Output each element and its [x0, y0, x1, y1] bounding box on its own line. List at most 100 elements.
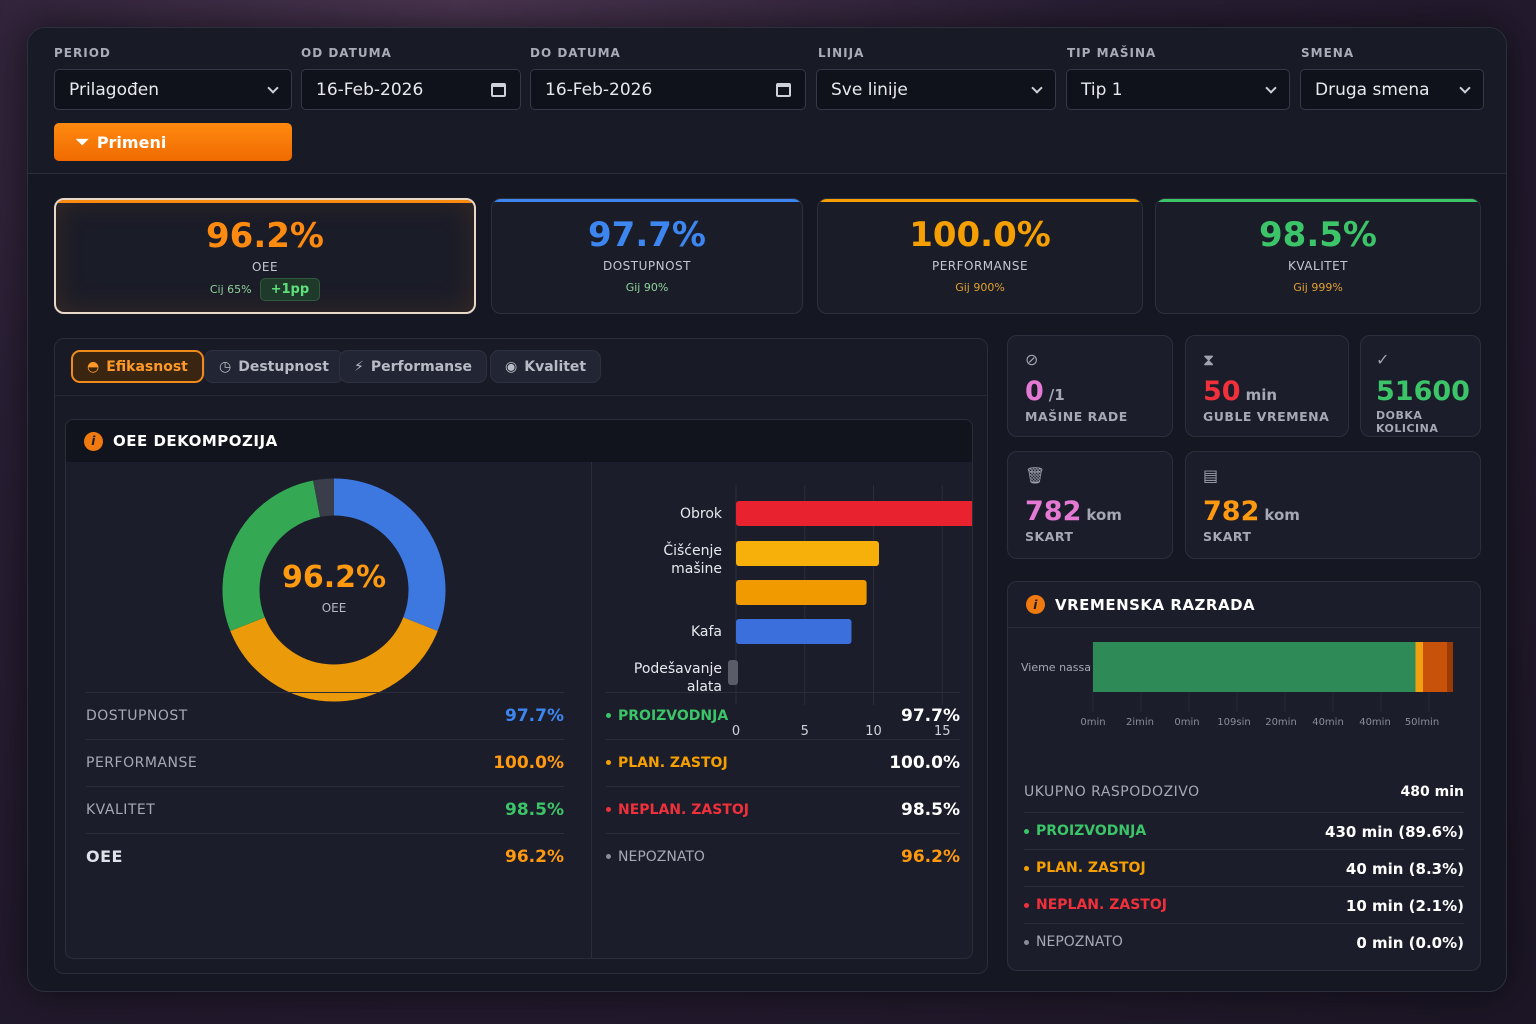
stat-card: ⧗ 50 min GUBLE VREMENA: [1185, 335, 1349, 437]
status-row: NEPLAN. ZASTOJ 98.5%: [606, 786, 960, 832]
dashboard-icon: ◓: [87, 358, 100, 375]
filter-icon: ⏷: [76, 132, 89, 151]
card-title: OEE DEKOMPOZIJA: [113, 432, 278, 450]
bar-category-label: alata: [687, 679, 722, 695]
x-tick-label: 10: [865, 724, 882, 739]
bar-category-label: Kafa: [691, 624, 722, 640]
stat-card: ⊘ 0/1 MAŠINE RADE: [1007, 335, 1173, 437]
x-tick-label: 40min: [1312, 717, 1344, 728]
downtime-bar-chart: 05101520ObrokČišćenjemašineKafaPodešavan…: [634, 485, 972, 739]
row-label: OEE: [86, 847, 123, 866]
kpi-accent-bar: [492, 199, 802, 202]
clock-icon: ◷: [219, 358, 232, 375]
row-label: PLAN. ZASTOJ: [1036, 860, 1146, 876]
oee-row: OEE 96.2%: [86, 833, 564, 879]
kpi-value: 97.7%: [588, 215, 706, 255]
bar-category-label: Čišćenje: [663, 541, 722, 559]
bar: [736, 501, 972, 526]
row-label: PLAN. ZASTOJ: [618, 754, 728, 771]
calendar-icon[interactable]: [776, 82, 791, 97]
row-value: 96.2%: [505, 846, 564, 867]
time-row: NEPOZNATO 0 min (0.0%): [1024, 923, 1464, 960]
kpi-card-dostupnost[interactable]: 97.7% DOSTUPNOST Gij 90%: [491, 198, 803, 314]
stat-label: SKART: [1025, 529, 1074, 544]
total-row: UKUPNO RASPODOZIVO 480 min: [1024, 774, 1464, 811]
line-value: Sve linije: [831, 79, 908, 100]
divider: [55, 395, 987, 396]
segment-proizvodnja: [1093, 642, 1416, 692]
dashboard: PERIOD Prilagođen OD DATUMA 16-Feb-2026 …: [27, 27, 1507, 992]
line-label: LINIJA: [818, 46, 865, 60]
bar-category-label: mašine: [671, 561, 722, 577]
stat-value: 782: [1203, 496, 1260, 527]
stat-card: ✓ 51600 DOBKA KOLICINA: [1360, 335, 1481, 437]
x-tick-label: 5: [801, 724, 809, 739]
tab-label: Destupnost: [238, 358, 329, 375]
kpi-target: Gij 90%: [625, 281, 669, 294]
calendar-icon[interactable]: [491, 82, 506, 97]
tab-performanse[interactable]: ⚡ Performanse: [339, 350, 487, 383]
tab-dostupnost[interactable]: ◷ Destupnost: [204, 350, 344, 383]
donut-segment-performanse: [230, 616, 438, 702]
kpi-card-kvalitet[interactable]: 98.5% KVALITET Gij 999%: [1155, 198, 1481, 314]
info-icon: i: [84, 431, 103, 451]
row-label: KVALITET: [86, 801, 156, 818]
tab-kvalitet[interactable]: ◉ Kvalitet: [490, 350, 602, 383]
tab-label: Efikasnost: [106, 358, 188, 375]
status-dot: [606, 807, 611, 812]
apply-button[interactable]: ⏷ Primeni: [54, 123, 292, 161]
line-select[interactable]: Sve linije: [816, 69, 1056, 110]
kpi-accent-bar: [818, 199, 1142, 202]
efficiency-panel: ◓ Efikasnost ◷ Destupnost ⚡ Performanse ◉ Kv…: [54, 338, 988, 974]
stat-label: SKART: [1203, 529, 1252, 544]
from-date-input[interactable]: 16-Feb-2026: [301, 69, 521, 110]
to-date-input[interactable]: 16-Feb-2026: [530, 69, 806, 110]
kpi-label: PERFORMANSE: [931, 259, 1029, 273]
row-label: NEPOZNATO: [1036, 934, 1123, 950]
bar: [736, 580, 867, 605]
tab-efikasnost[interactable]: ◓ Efikasnost: [71, 350, 204, 383]
time-row: PROIZVODNJA 430 min (89.6%): [1024, 812, 1464, 849]
stat-card: ▤ 782 kom SKART: [1185, 451, 1481, 559]
kpi-value: 100.0%: [909, 215, 1051, 255]
kpi-card-performanse[interactable]: 100.0% PERFORMANSE Gij 900%: [817, 198, 1143, 314]
card-title: VREMENSKA RAZRADA: [1055, 595, 1256, 614]
kpi-label: OEE: [251, 260, 279, 274]
row-label: NEPLAN. ZASTOJ: [618, 801, 749, 818]
period-label: PERIOD: [54, 46, 111, 60]
time-row: NEPLAN. ZASTOJ 10 min (2.1%): [1024, 886, 1464, 923]
bar: [728, 660, 738, 685]
x-tick-label: 2imin: [1126, 717, 1154, 728]
row-value: 96.2%: [901, 846, 960, 867]
time-breakdown-card: i VREMENSKA RAZRADA Vieme nassa 0min 2imin 0…: [1007, 581, 1481, 971]
stat-value: 50: [1203, 376, 1241, 407]
oee-row: DOSTUPNOST 97.7%: [86, 692, 564, 738]
stat-value: 51600: [1376, 376, 1470, 407]
apply-label: Primeni: [96, 132, 167, 152]
segment-plan-zastoj: [1415, 642, 1423, 692]
kpi-card-oee[interactable]: 96.2% OEE Cij 65% +1pp: [54, 198, 476, 314]
segment-neplan-zastoj: [1423, 642, 1447, 692]
status-row: NEPOZNATO 96.2%: [606, 833, 960, 879]
to-label: DO DATUMA: [530, 46, 621, 60]
machine-type-select[interactable]: Tip 1: [1066, 69, 1290, 110]
bar-category-label: Podešavanje: [634, 661, 722, 677]
row-value: 100.0%: [493, 752, 564, 773]
status-dot: [1024, 902, 1029, 908]
x-tick-label: 0min: [1174, 717, 1199, 728]
kpi-label: KVALITET: [1288, 259, 1348, 273]
donut-segment-ostalo: [313, 478, 335, 517]
to-date-value: 16-Feb-2026: [545, 79, 653, 100]
stat-unit: kom: [1086, 506, 1122, 524]
bar: [736, 619, 852, 644]
time-row: PLAN. ZASTOJ 40 min (8.3%): [1024, 849, 1464, 886]
x-tick-label: 109sin: [1217, 717, 1250, 728]
status-dot: [1024, 865, 1029, 871]
row-label: NEPLAN. ZASTOJ: [1036, 897, 1167, 913]
period-select[interactable]: Prilagođen: [54, 69, 292, 110]
shift-select[interactable]: Druga smena: [1300, 69, 1484, 110]
status-dot: [606, 713, 611, 718]
check-circle-icon: ✓: [1376, 350, 1390, 369]
bar: [736, 541, 879, 566]
donut-label: OEE: [321, 601, 347, 615]
